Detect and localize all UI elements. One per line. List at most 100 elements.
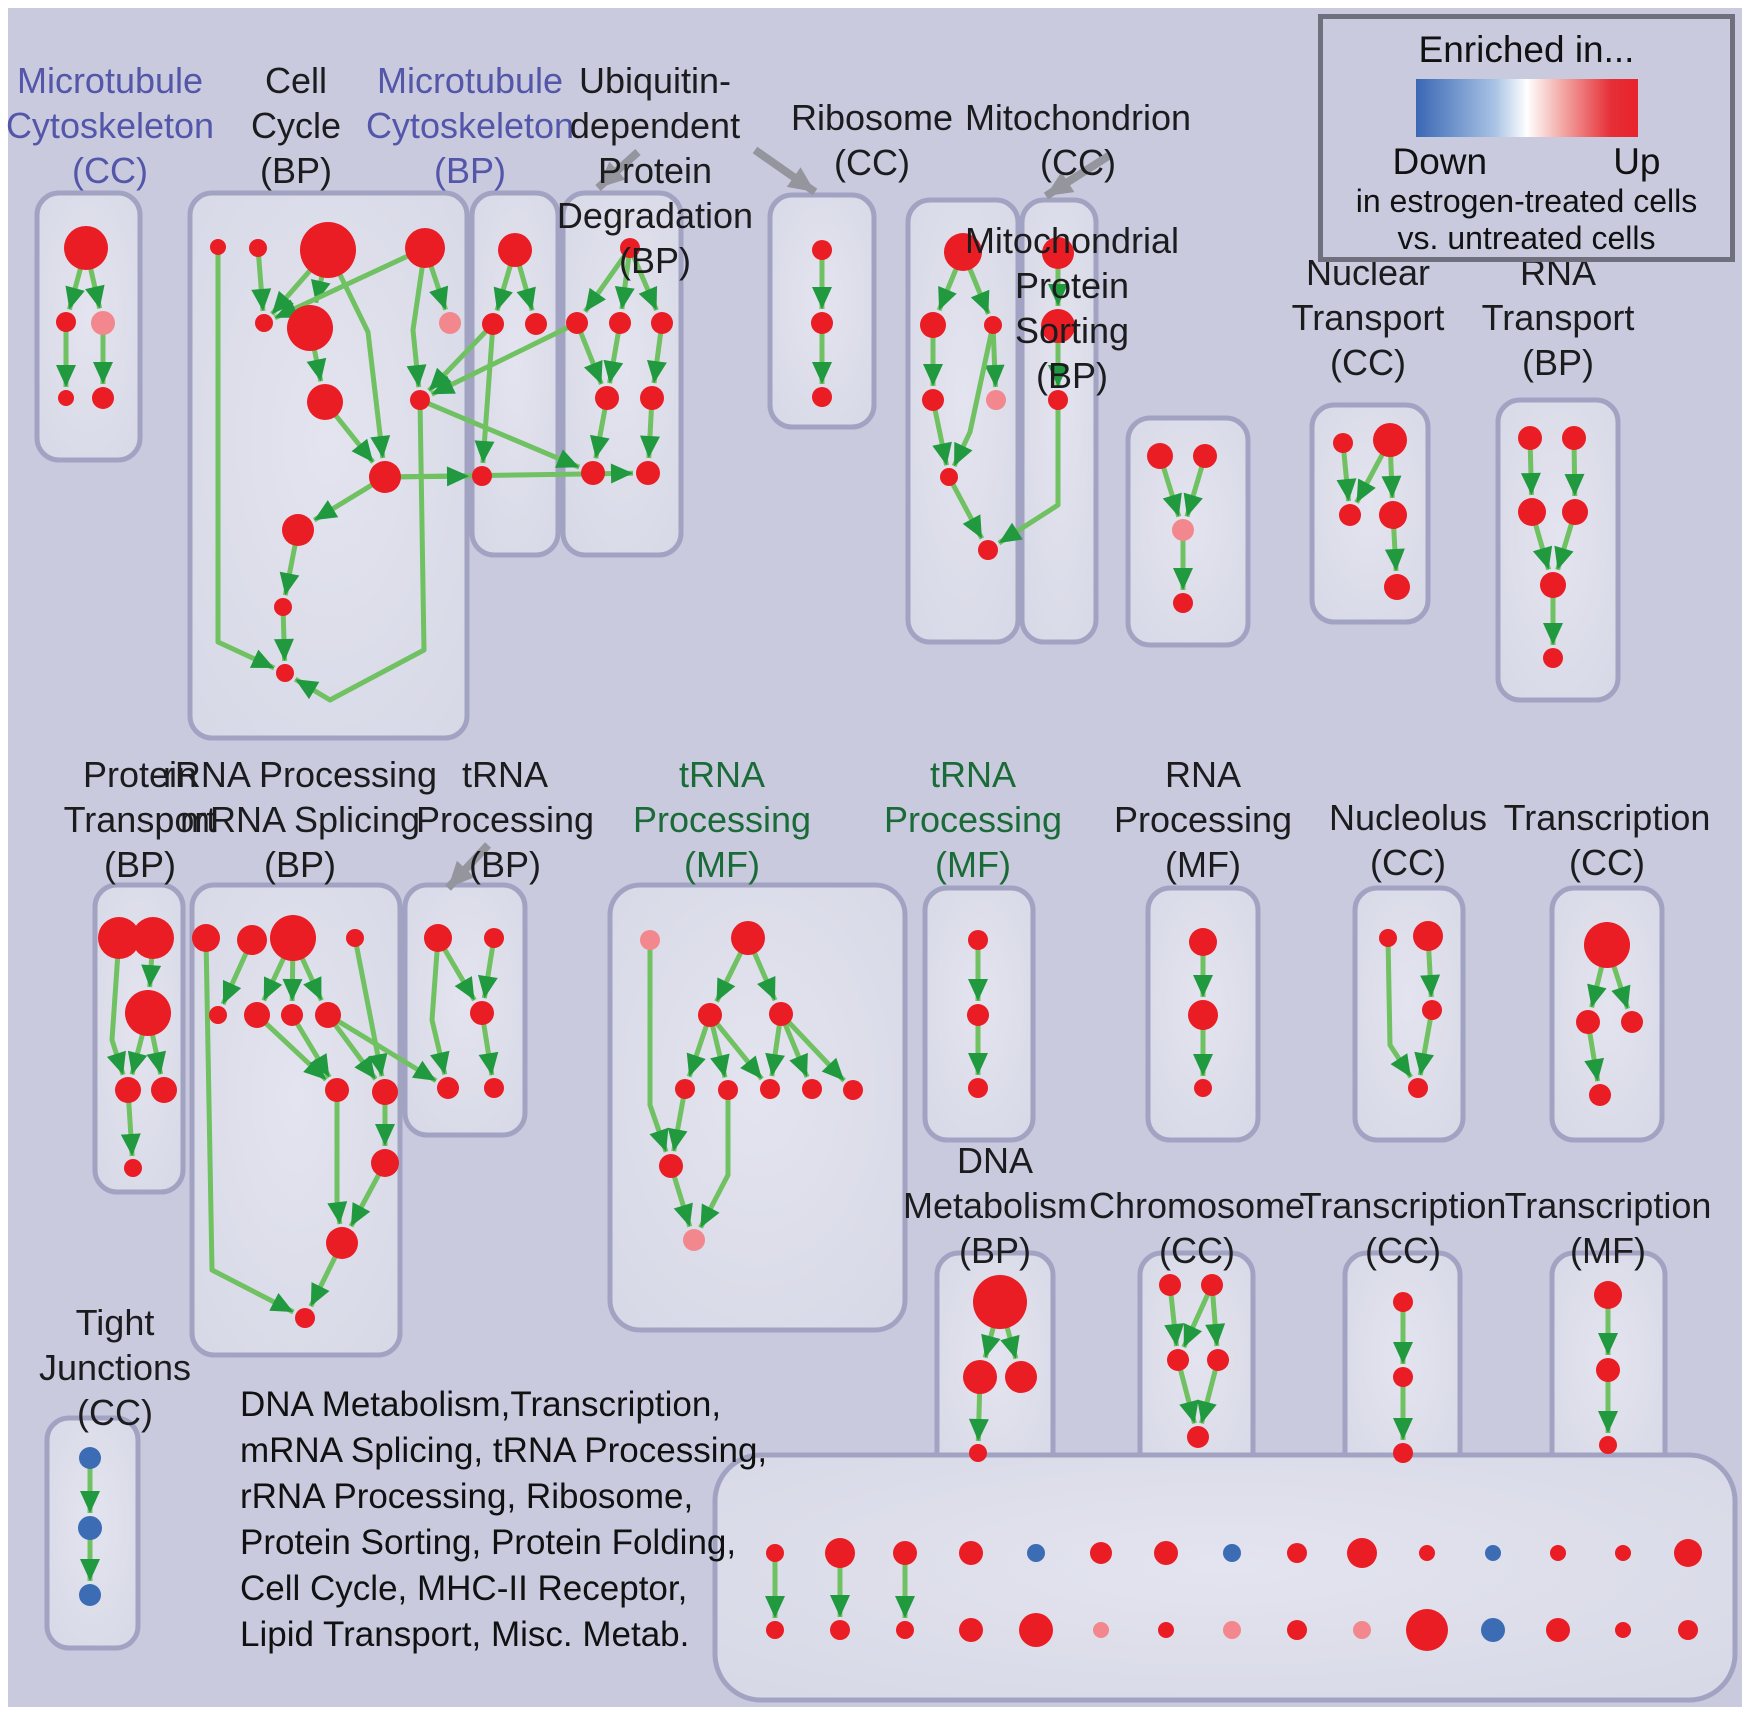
edge-arrow [215,247,276,671]
go-term-node-blue [1027,1544,1045,1562]
label-pointer-arrow [752,146,818,196]
go-term-node-red [1333,433,1353,453]
edge-arrow [667,1088,688,1152]
go-term-node-red [1393,1292,1413,1312]
go-term-node-red [1173,593,1193,613]
go-term-node-red [326,1227,358,1259]
edge-arrow [930,399,952,466]
go-term-node-red [944,233,982,271]
go-term-node-red [636,461,660,485]
go-term-node-red [484,1078,504,1098]
go-term-node-pink [640,930,660,950]
go-term-node-red [1543,648,1563,668]
go-term-node-red [1550,1545,1566,1561]
go-term-node-red [369,461,401,493]
go-term-node-red [896,1621,914,1639]
go-term-node-red [1615,1622,1631,1638]
go-term-node-red [698,1003,722,1027]
go-term-node-pink [683,1229,705,1251]
go-term-node-red [969,1444,987,1462]
edge-arrow [1414,1009,1435,1076]
edge-arrow [614,247,635,310]
edge-arrow [273,245,427,321]
misc-categories-text: DNA Metabolism,Transcription, mRNA Splici… [240,1382,767,1658]
go-term-node-pink [1172,519,1194,541]
go-term-node-red [620,238,640,258]
misc-text-line: rRNA Processing, Ribosome, [240,1477,694,1516]
go-term-node-red [249,239,267,257]
go-term-node-red [812,387,832,407]
go-term-node-red [1159,1274,1181,1296]
go-term-node-blue [78,1516,102,1540]
go-term-node-red [472,466,492,486]
group-box-trna-processing-bp [402,882,528,1138]
go-term-node-red [1201,1274,1223,1296]
go-term-node-red [124,1159,142,1177]
go-term-node-red [1090,1542,1112,1564]
edge-arrow [951,324,996,468]
go-term-node-blue [79,1447,101,1469]
go-term-node-red [1562,499,1588,525]
label-pointer-arrow [1043,151,1113,200]
go-term-node-pink [91,311,115,335]
go-term-node-red [484,928,504,948]
go-term-node-red [371,1149,399,1177]
go-term-node-red [812,240,832,260]
go-term-node-red [1596,1358,1620,1382]
go-term-node-red [769,1002,793,1026]
go-term-node-red [1562,426,1586,450]
go-term-node-red [405,228,445,268]
go-term-node-red [125,990,171,1036]
edge-arrow [273,606,294,662]
edge-arrow [698,1090,731,1229]
legend-up-label: Up [1613,141,1661,182]
group-box-ubiquitin-degradation-bp-right [767,192,877,430]
go-term-node-red [498,233,532,267]
go-term-node-red [1408,1078,1428,1098]
go-term-node-red [1339,504,1361,526]
edge-arrow [946,475,985,540]
go-term-node-red [1373,423,1407,457]
go-term-node-red [766,1544,784,1562]
go-term-node-red [1005,1361,1037,1393]
go-term-node-red [968,1078,988,1098]
edge-arrow [997,400,1061,546]
legend-gradient-bar [1415,79,1638,137]
go-term-node-red [151,1077,177,1103]
go-term-node-red [470,1001,494,1025]
go-term-node-red [1158,1622,1174,1638]
go-term-node-red [766,1621,784,1639]
go-term-node-red [1419,1545,1435,1561]
go-term-node-red [1188,1000,1218,1030]
edge-arrow [984,324,1005,388]
edge-arrow [203,937,295,1315]
go-term-node-red [718,1080,738,1100]
go-term-node-red [967,1004,989,1026]
go-term-node-red [1615,1545,1631,1561]
group-box-ribosome-cc [905,197,1021,645]
go-term-node-red [959,1541,983,1565]
go-term-node-red [1154,1541,1178,1565]
go-term-node-red [482,313,504,335]
go-term-node-red [984,316,1002,334]
go-term-node-blue [1481,1618,1505,1642]
label-pointers-layer [445,146,1113,891]
edge-arrow [289,1013,332,1079]
edge-arrow [352,937,388,1077]
go-term-node-red [346,929,364,947]
go-term-node-red [424,924,452,952]
go-term-node-red [1048,390,1068,410]
go-term-node-red [1576,1010,1600,1034]
go-term-node-red [315,1002,341,1028]
go-term-node-red [922,389,944,411]
group-box-nuclear-transport-cc [1309,402,1431,625]
go-term-node-red [843,1080,863,1100]
go-term-node-red [1187,1426,1209,1448]
go-term-node-red [1393,1367,1413,1387]
edge-arrow [325,1013,378,1081]
legend-caption-line2: vs. untreated cells [1397,220,1656,256]
edge-arrow [427,322,495,393]
misc-text-line: mRNA Splicing, tRNA Processing, [240,1431,768,1470]
go-term-node-red [1422,1000,1442,1020]
go-term-node-red [1584,922,1630,968]
